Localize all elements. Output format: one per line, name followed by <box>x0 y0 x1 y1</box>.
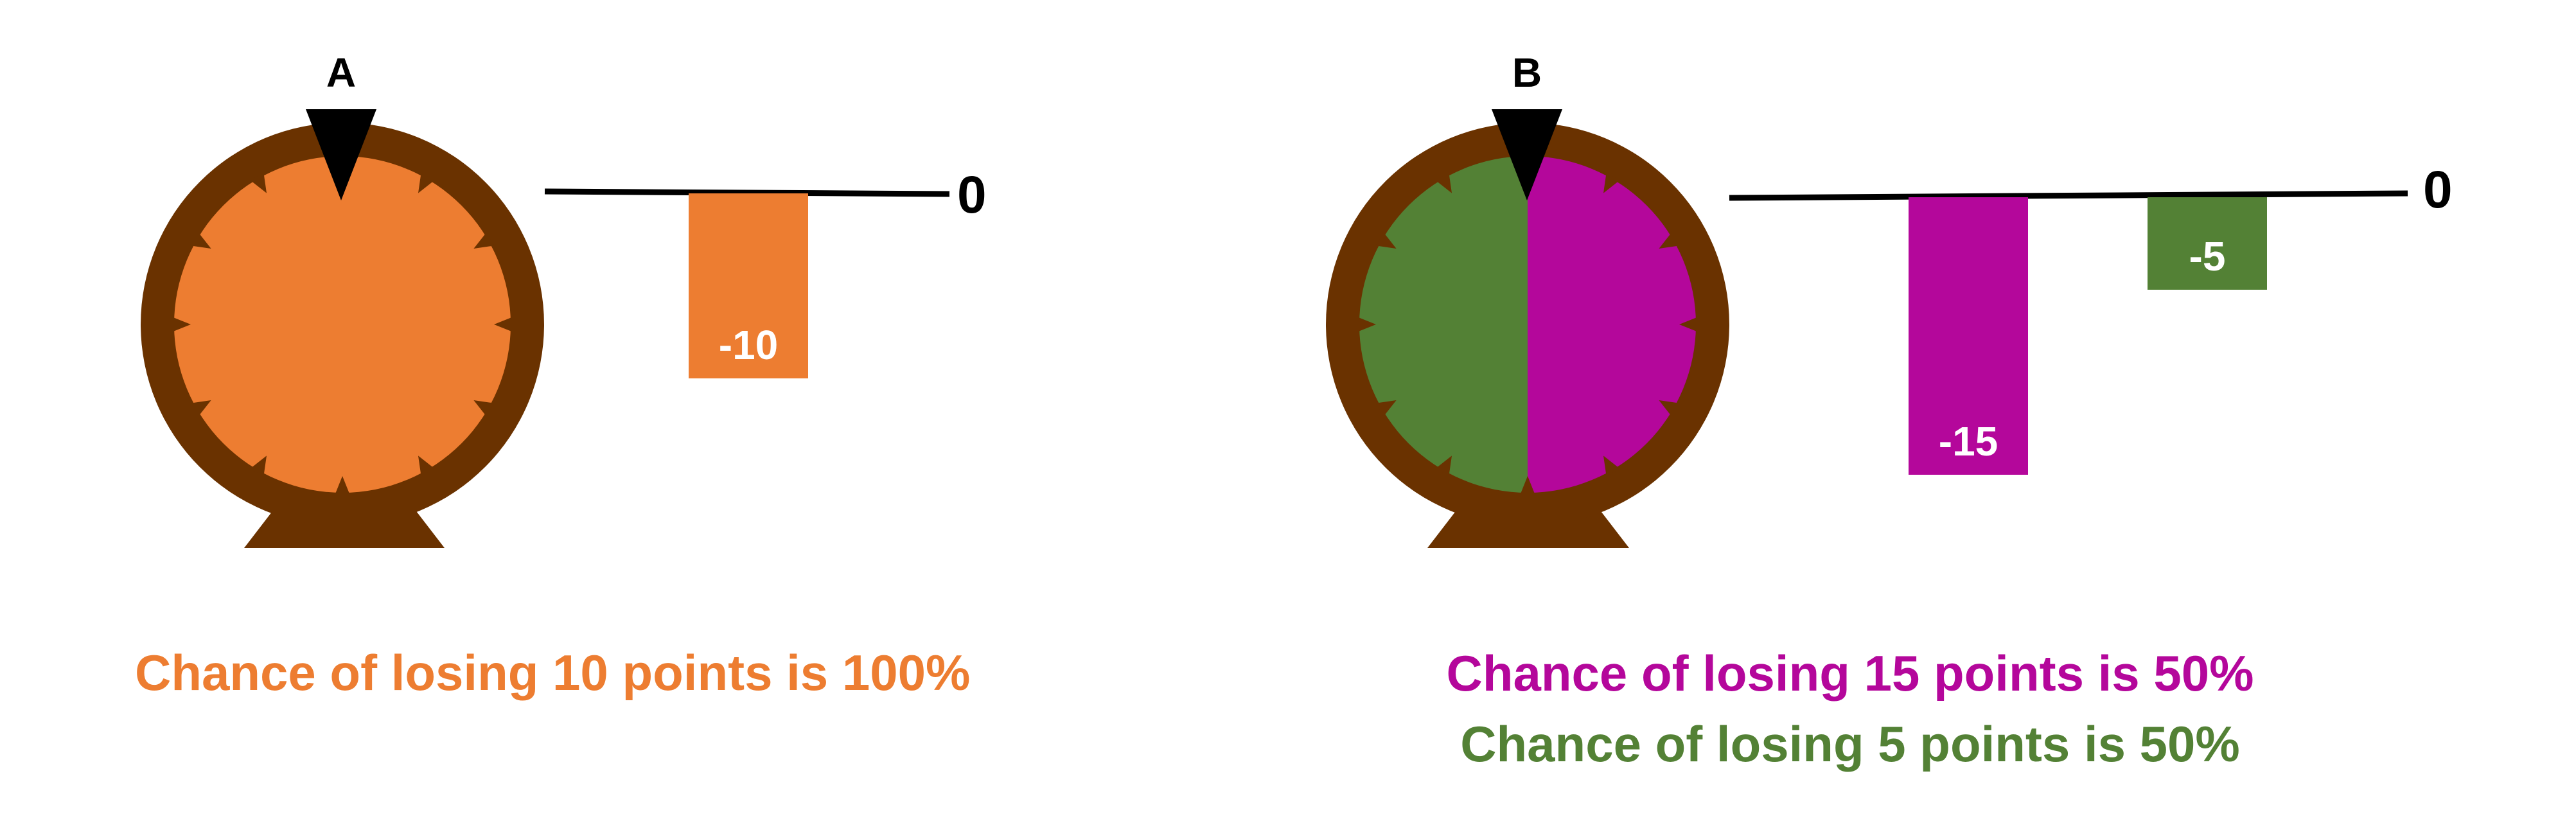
wheel-notch <box>1603 455 1620 477</box>
chart-b-bar-1 <box>1909 197 2028 475</box>
wheel-notch <box>190 232 211 249</box>
wheel-notch <box>250 172 267 193</box>
chart-a: 0 -10 <box>544 166 987 378</box>
wheel-notch <box>1435 455 1452 477</box>
wheel-notch <box>1679 317 1698 332</box>
wheel-notch <box>1659 400 1680 417</box>
wheel-b-notches <box>1357 154 1698 495</box>
wheel-b-segment-magenta <box>1528 156 1696 493</box>
wheel-notch <box>1520 476 1535 495</box>
chart-b-bars: -15 -5 <box>1909 197 2267 475</box>
wheel-notch <box>250 455 267 477</box>
wheel-notch <box>1357 317 1376 332</box>
wheel-b-segment-green <box>1359 156 1528 493</box>
caption-a: Chance of losing 10 points is 100% <box>135 644 971 701</box>
chart-b: 0 -15 -5 <box>1729 161 2453 475</box>
wheel-a-letter: A <box>326 49 356 96</box>
wheel-b-pointer <box>1492 109 1562 200</box>
wheel-notch <box>1435 172 1452 193</box>
wheel-b: B <box>1326 49 1729 548</box>
wheel-b-letter: B <box>1512 49 1542 96</box>
wheel-notch <box>494 317 513 332</box>
chart-a-zero-label: 0 <box>957 166 987 224</box>
wheel-a-pointer <box>306 109 376 200</box>
chart-b-bar-2 <box>2148 197 2267 290</box>
wheel-notch <box>473 400 495 417</box>
wheel-notch <box>1375 400 1397 417</box>
chart-a-bars: -10 <box>689 193 808 378</box>
wheel-notch <box>335 476 350 495</box>
wheel-a-notches <box>172 154 513 495</box>
wheel-a-face <box>174 156 511 493</box>
chart-b-bar-2-label: -5 <box>2189 233 2226 279</box>
chart-a-bar-1 <box>689 193 808 378</box>
chart-b-zero-line <box>1729 190 2408 201</box>
wheel-notch <box>418 172 435 193</box>
chart-b-bar-1-label: -15 <box>1939 418 1998 464</box>
wheel-notch <box>1375 232 1397 249</box>
chart-b-zero-label: 0 <box>2423 161 2453 219</box>
wheel-notch <box>1603 172 1620 193</box>
wheel-notch <box>473 232 495 249</box>
wheel-notch <box>1659 232 1680 249</box>
chart-a-bar-1-label: -10 <box>719 322 779 368</box>
chart-a-zero-line <box>544 188 950 197</box>
wheel-notch <box>418 455 435 477</box>
caption-b-line1: Chance of losing 15 points is 50% <box>1446 645 2254 702</box>
caption-b-line2: Chance of losing 5 points is 50% <box>1460 716 2240 772</box>
wheel-notch <box>190 400 211 417</box>
wheel-notch <box>172 317 191 332</box>
wheel-a: A <box>141 49 544 548</box>
